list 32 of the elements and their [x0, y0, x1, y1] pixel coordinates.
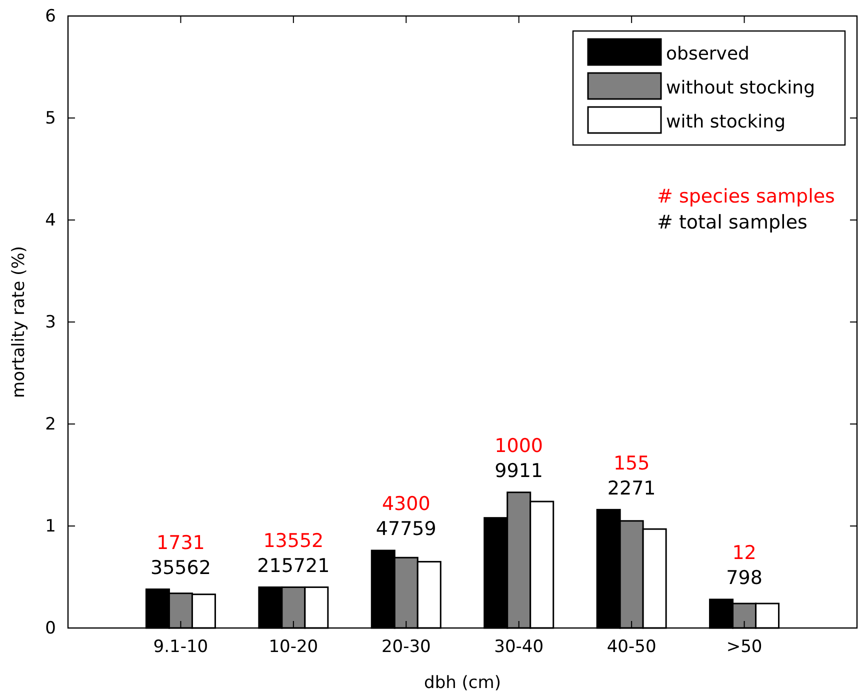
- legend-label: without stocking: [666, 77, 815, 98]
- annotation: 798: [726, 567, 762, 590]
- y-tick-label: 3: [45, 312, 56, 332]
- x-axis-title: dbh (cm): [424, 673, 501, 693]
- annotation: 13552: [263, 530, 324, 552]
- x-tick-label: >50: [726, 637, 762, 658]
- annotation: 12: [732, 542, 756, 564]
- y-axis-title: mortality rate (%): [9, 246, 29, 398]
- annotation: 155: [613, 452, 650, 474]
- annotation: 2271: [607, 477, 656, 500]
- legend-label: observed: [666, 43, 750, 64]
- y-tick-label: 1: [45, 516, 56, 536]
- y-tick-label: 4: [45, 210, 56, 230]
- y-tick-label: 5: [45, 108, 56, 128]
- annotation: 35562: [150, 556, 211, 579]
- annotation: 1000: [494, 434, 544, 457]
- y-tick-label: 6: [45, 6, 56, 26]
- legend-label: with stocking: [666, 111, 786, 132]
- annotation: 47759: [376, 518, 436, 540]
- annotation: 9911: [494, 460, 544, 482]
- annotation: # species samples: [657, 186, 835, 208]
- x-tick-label: 9.1-10: [153, 637, 208, 658]
- annotation: # total samples: [657, 212, 808, 234]
- x-tick-label: 20-30: [381, 637, 431, 658]
- y-tick-label: 0: [45, 618, 56, 638]
- x-tick-label: 10-20: [268, 637, 318, 658]
- annotation: 1731: [156, 532, 205, 554]
- annotation: 4300: [382, 493, 430, 516]
- y-tick-label: 2: [45, 414, 56, 434]
- annotation: 215721: [257, 554, 330, 577]
- x-tick-label: 40-50: [606, 637, 656, 658]
- x-tick-label: 30-40: [494, 637, 544, 658]
